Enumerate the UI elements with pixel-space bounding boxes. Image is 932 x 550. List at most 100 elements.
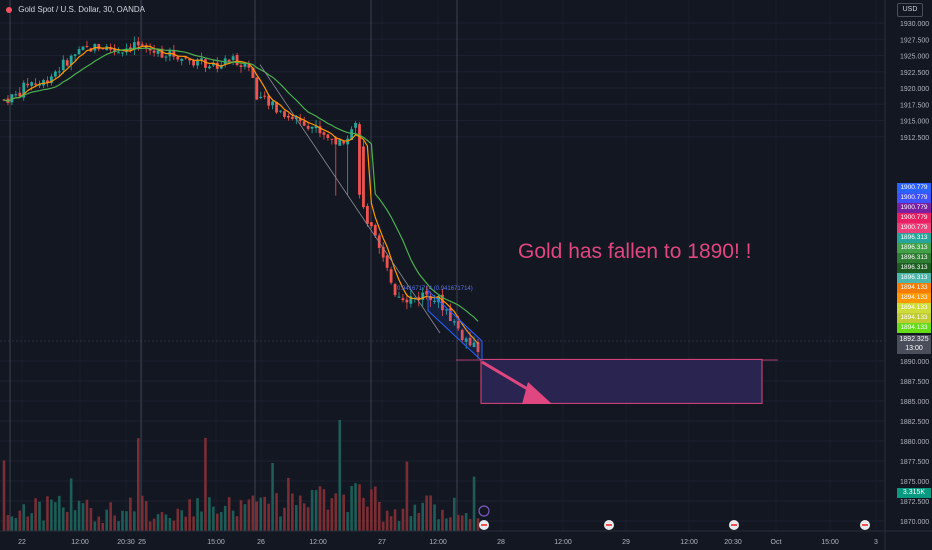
candle-body — [302, 121, 306, 126]
candle-body — [429, 296, 432, 301]
volume-bar — [192, 516, 195, 531]
volume-bar — [61, 507, 65, 531]
lightning-icon[interactable] — [478, 505, 490, 517]
volume-bar — [42, 520, 45, 531]
trend-line[interactable] — [259, 64, 441, 334]
volume-bar — [109, 502, 112, 531]
candle-body — [160, 48, 164, 58]
candle-body — [132, 42, 136, 50]
volume-bar — [354, 483, 357, 531]
candle-body — [283, 111, 286, 117]
candle-body — [389, 269, 393, 283]
candle-body — [180, 58, 184, 62]
candle-body — [215, 62, 219, 69]
volume-bar — [476, 518, 480, 531]
candle-body — [267, 95, 271, 106]
volume-bar — [38, 501, 41, 531]
market-status-icon — [6, 6, 12, 13]
time-axis[interactable]: 22 12:00 20:30 25 15:00 26 12:00 27 12:00 28 12:00… — [0, 505, 932, 546]
volume-bar — [326, 509, 330, 531]
volume-bar — [144, 501, 148, 531]
volume-bar — [77, 500, 81, 531]
candle-body — [310, 126, 314, 129]
candle-body — [393, 284, 397, 296]
arrow-icon — [522, 382, 552, 404]
candle-body — [306, 125, 310, 129]
price-tick: 1927.500 — [900, 37, 929, 44]
indicator-price-tag: 1900.779 — [897, 203, 931, 213]
volume-bar — [310, 489, 314, 531]
candle-body — [287, 115, 290, 118]
candle-body — [188, 59, 192, 61]
volume-bar — [180, 510, 184, 531]
candle-body — [204, 59, 207, 68]
currency-button[interactable]: USD — [897, 3, 923, 17]
annotation-text[interactable]: Gold has fallen to 1890! ! — [518, 240, 752, 263]
candle-body — [148, 48, 152, 51]
candle-body — [362, 146, 365, 208]
price-tick: 1917.500 — [900, 102, 929, 109]
volume-bar — [26, 516, 29, 531]
candle-body — [421, 292, 425, 300]
volume-bar — [140, 495, 144, 531]
indicator-price-tag: 1896.313 — [897, 233, 931, 243]
candle-body — [101, 48, 105, 50]
volume-bar — [405, 461, 409, 531]
price-tick: 1925.000 — [900, 54, 929, 61]
volume-bar — [385, 510, 389, 531]
candle-body — [57, 71, 61, 73]
volume-bar — [314, 490, 318, 531]
candle-body — [385, 255, 389, 268]
volume-bar — [275, 493, 278, 531]
volume-bar — [81, 503, 85, 531]
candle-body — [69, 55, 73, 65]
candle-body — [53, 71, 57, 77]
volume-bar — [362, 497, 365, 531]
candle-body — [472, 342, 476, 348]
volume-bar — [259, 497, 263, 531]
volume-bar — [338, 419, 342, 531]
candle-body — [476, 341, 480, 352]
volume-bar — [129, 497, 132, 531]
time-tick: Oct — [771, 539, 782, 546]
symbol-legend[interactable]: Gold Spot / U.S. Dollar, 30, OANDA — [6, 5, 145, 14]
indicator-price-tag: 1894.133 — [897, 323, 931, 333]
volume-bar — [200, 511, 203, 531]
volume-bar — [188, 499, 191, 531]
volume-bar — [251, 495, 255, 531]
candle-body — [113, 48, 116, 52]
candle-body — [322, 132, 326, 135]
candle-body — [10, 94, 14, 103]
volume-bar — [101, 522, 105, 531]
candle-body — [97, 44, 101, 50]
candle-body — [117, 52, 120, 54]
volume-bar — [464, 513, 468, 531]
candle-body — [263, 95, 267, 97]
candle-body — [401, 298, 405, 301]
volume-bar — [358, 484, 361, 531]
volume-bar — [306, 507, 310, 531]
bar-countdown: 13:00 — [905, 345, 923, 352]
indicator-price-tag: 1894.133 — [897, 303, 931, 313]
volume-bar — [453, 497, 456, 531]
drawings[interactable] — [0, 64, 885, 404]
indicator-price-tag: 1900.779 — [897, 193, 931, 203]
parallel-channel[interactable] — [427, 289, 483, 363]
candle-body — [65, 60, 69, 66]
price-axis[interactable]: 1930.000 1927.500 1925.000 1922.500 1920.000… — [884, 0, 929, 550]
indicator-price-tag: 1894.133 — [897, 313, 931, 323]
candle-body — [140, 44, 144, 46]
volume-bar — [318, 486, 322, 531]
volume-bar — [133, 511, 136, 531]
volume-bar — [393, 509, 397, 531]
volume-tag: 3.315K — [897, 488, 931, 498]
candle-body — [409, 296, 413, 304]
candle-body — [46, 80, 49, 83]
target-zone-box[interactable] — [480, 358, 763, 404]
volume-bar — [322, 489, 326, 531]
candle-body — [211, 63, 215, 66]
candle-body — [377, 235, 381, 249]
candle-body — [22, 82, 26, 98]
symbol-title: Gold Spot / U.S. Dollar, 30, OANDA — [18, 5, 145, 14]
